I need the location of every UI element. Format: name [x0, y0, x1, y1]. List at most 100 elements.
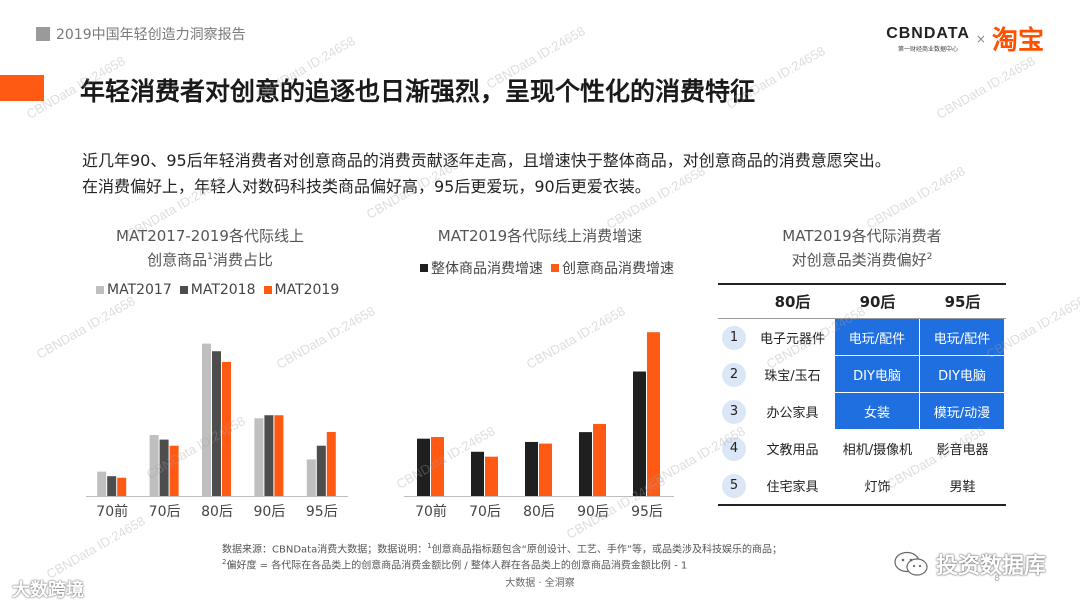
chart1-tick-label: 95后: [306, 504, 338, 520]
chart1-bar: [97, 471, 107, 496]
wechat-icon: [894, 551, 928, 576]
intro-text: 近几年90、95后年轻消费者对创意商品的消费贡献逐年走高，且增速快于整体商品，对…: [82, 148, 1042, 200]
page-title: 年轻消费者对创意的追逐也日渐强烈，呈现个性化的消费特征: [80, 77, 756, 106]
rank-badge: 2: [722, 362, 746, 387]
chart1-legend-swatch: [263, 286, 272, 294]
preference-table: 80后 90后 95后 1 电子元器件 电玩/配件 电玩/配件 2 珠宝/玉石 DIY电脑 DIY…: [718, 283, 1006, 506]
chart1-bar: [212, 351, 221, 496]
chart1-bar: [117, 477, 127, 496]
chart1-bar: [274, 415, 284, 496]
footnote: 数据来源：CBNData消费大数据；数据说明：1创意商品指标题包含“原创设计、工…: [222, 540, 902, 573]
chart2-bar: [633, 371, 646, 496]
footnote-line-1: 数据来源：CBNData消费大数据；数据说明：1创意商品指标题包含“原创设计、工…: [222, 540, 902, 556]
preference-row: 4 文教用品 相机/摄像机 影音电器: [718, 430, 1006, 467]
report-title: 2019中国年轻创造力洞察报告: [56, 27, 246, 43]
preference-cell: 相机/摄像机: [842, 443, 913, 458]
rank-badge: 3: [722, 399, 746, 424]
preference-row: 5 住宅家具 灯饰 男鞋: [718, 467, 1006, 504]
preference-rank: 3: [718, 399, 750, 424]
preference-rank: 2: [718, 362, 750, 387]
preference-row: 3 办公家具 女装 模玩/动漫: [718, 393, 1006, 430]
chart1-title-part-b: 消费占比: [212, 251, 273, 269]
cbndata-logo: CBNDATA 第一财经商业数据中心: [886, 25, 970, 53]
chart2-legend-swatch: [551, 264, 559, 272]
chart2-bar: [647, 332, 660, 496]
diagonal-watermark: CBNData ID:24658: [933, 53, 1038, 122]
preference-cell: 模玩/动漫: [920, 393, 1005, 430]
preference-cell: DIY电脑: [835, 356, 920, 393]
footnote-sup-1: 1: [427, 542, 432, 550]
footnote-sup-2: 2: [222, 558, 227, 567]
footnote-source: 数据来源：CBNData消费大数据；数据说明：: [222, 544, 428, 556]
chart1-legend-swatch: [179, 286, 188, 294]
chart1-bar: [202, 343, 211, 496]
chart1-bar: [254, 418, 264, 496]
chart1-tick-label: 70前: [96, 503, 128, 520]
chart1-title: MAT2017-2019各代际线上 创意商品1消费占比: [80, 226, 340, 271]
intro-line-1: 近几年90、95后年轻消费者对创意商品的消费贡献逐年走高，且增速快于整体商品，对…: [82, 151, 891, 170]
chart2-legend: 整体商品消费增速 创意商品消费增速: [420, 258, 682, 278]
rank-badge: 5: [722, 473, 746, 498]
chart3-title-line1: MAT2019各代际消费者: [782, 227, 942, 245]
chart2-tick-label: 90后: [577, 504, 609, 520]
chart1-legend-item: MAT2019: [263, 282, 339, 298]
chart1-tick-label: 90后: [253, 504, 285, 520]
chart1-title-line2: 创意商品1消费占比: [80, 247, 340, 271]
preference-row: 1 电子元器件 电玩/配件 电玩/配件: [718, 319, 1006, 356]
rank-badge: 1: [722, 325, 746, 350]
header-square-icon: [36, 27, 50, 41]
chart1-bar: [326, 432, 336, 496]
cbndata-logo-text: CBNDATA: [886, 24, 970, 42]
chart1-title-part-a: 创意商品: [147, 251, 208, 269]
logo-separator: ×: [975, 31, 986, 46]
chart2-bar-chart: 70前 70后 80后 90后 95后: [404, 332, 674, 520]
chart1-tick-label: 80后: [201, 504, 233, 520]
chart2-legend-label: 创意商品消费增速: [562, 261, 674, 277]
chart1-legend-label: MAT2017: [107, 282, 172, 298]
footnote-line-2: 2偏好度 = 各代际在各品类上的创意商品消费金额比例 / 整体人群在各品类上的创…: [222, 556, 902, 572]
chart2-bar: [431, 437, 444, 496]
preference-cell: 珠宝/玉石: [764, 369, 821, 384]
watermark-bottom-right-text: 投资数据库: [935, 554, 1046, 579]
chart1-bar: [159, 439, 169, 496]
chart2-legend-item: 创意商品消费增速: [551, 258, 674, 278]
chart2-bar: [471, 451, 484, 496]
cbndata-logo-subtext: 第一财经商业数据中心: [898, 45, 959, 53]
chart3-title: MAT2019各代际消费者 对创意品类消费偏好2: [722, 226, 1002, 271]
chart2-tick-label: 70前: [415, 503, 447, 520]
page-number: 8: [994, 574, 1000, 584]
chart2-title: MAT2019各代际线上消费增速: [437, 227, 643, 245]
footnote-note-2: 偏好度 = 各代际在各品类上的创意商品消费金额比例 / 整体人群在各品类上的创意…: [226, 560, 688, 572]
watermark-bottom-right: 投资数据库: [894, 548, 1046, 580]
chart1-legend: MAT2017 MAT2018 MAT2019: [96, 282, 347, 298]
preference-cell: 男鞋: [949, 480, 976, 495]
chart2-bar: [485, 456, 498, 496]
preference-rank: 1: [718, 325, 750, 350]
preference-column-header: 90后: [859, 293, 896, 311]
preference-cell: 女装: [835, 393, 920, 430]
title-accent-bar: [0, 75, 44, 101]
chart1-bar: [149, 435, 159, 496]
preference-cell: 灯饰: [864, 480, 891, 495]
preference-cell: 住宅家具: [766, 480, 819, 495]
preference-cell: 电玩/配件: [920, 319, 1005, 356]
chart1-bar: [306, 459, 316, 496]
chart2-bar: [417, 438, 430, 496]
chart1-bar-chart: 70前 70后 80后 90后 95后: [86, 343, 348, 520]
chart3-title-line2-text: 对创意品类消费偏好: [791, 251, 927, 269]
chart1-bar: [264, 415, 274, 496]
footnote-note-1: 创意商品指标题包含“原创设计、工艺、手作”等，或品类涉及科技娱乐的商品；: [431, 544, 783, 556]
preference-table-body: 1 电子元器件 电玩/配件 电玩/配件 2 珠宝/玉石 DIY电脑 DIY电脑 3 办公家具 女装模…: [718, 319, 1006, 504]
chart3-title-line2: 对创意品类消费偏好2: [722, 247, 1002, 271]
chart1-bar: [107, 476, 117, 496]
preference-cell: 电玩/配件: [835, 319, 920, 356]
chart1-bar: [169, 445, 179, 496]
chart1-bar: [316, 445, 326, 496]
preference-table-header: 80后 90后 95后: [718, 283, 1006, 319]
chart1-title-sup: 1: [207, 252, 213, 262]
rank-badge: 4: [722, 436, 746, 461]
logo-group: CBNDATA 第一财经商业数据中心 × 淘宝: [886, 20, 1044, 57]
preference-cell: 影音电器: [936, 443, 989, 458]
preference-cell: 办公家具: [766, 406, 819, 421]
chart1-legend-label: MAT2018: [190, 282, 256, 298]
